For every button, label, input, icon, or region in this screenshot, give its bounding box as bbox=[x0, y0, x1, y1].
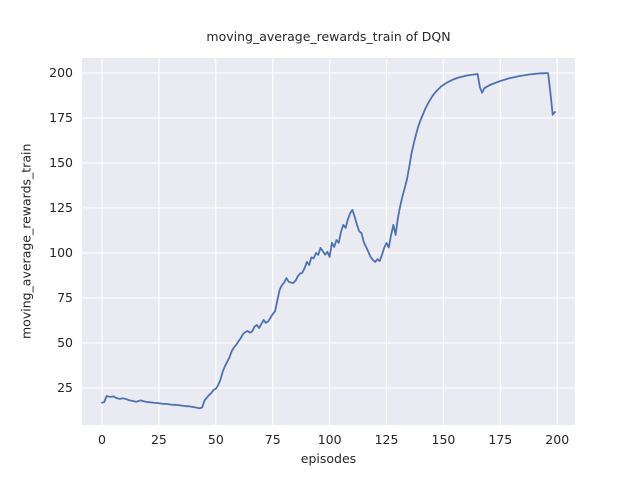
line-chart-svg bbox=[82, 58, 575, 425]
x-tick-label: 50 bbox=[207, 432, 224, 447]
plot-area bbox=[82, 58, 575, 425]
y-tick-label: 150 bbox=[49, 154, 73, 170]
y-tick-label: 50 bbox=[57, 334, 73, 350]
x-tick-label: 25 bbox=[150, 432, 167, 447]
y-tick-label: 100 bbox=[49, 244, 73, 260]
reward-line bbox=[101, 72, 556, 410]
y-tick-label: 175 bbox=[49, 109, 73, 125]
x-axis-label: episodes bbox=[300, 451, 357, 466]
x-tick-label: 175 bbox=[488, 432, 513, 447]
x-tick-label: 100 bbox=[317, 432, 342, 447]
y-tick-label: 125 bbox=[49, 199, 73, 215]
y-tick-label: 200 bbox=[49, 64, 73, 80]
x-tick-label: 75 bbox=[264, 432, 281, 447]
x-tick-label: 125 bbox=[374, 432, 399, 447]
x-tick-label: 150 bbox=[431, 432, 456, 447]
y-tick-label: 25 bbox=[57, 379, 73, 395]
y-tick-label: 75 bbox=[57, 289, 73, 305]
x-tick-label: 200 bbox=[545, 432, 570, 447]
chart-title: moving_average_rewards_train of DQN bbox=[206, 29, 451, 44]
x-tick-label: 0 bbox=[98, 432, 106, 447]
gridlines bbox=[82, 58, 575, 425]
